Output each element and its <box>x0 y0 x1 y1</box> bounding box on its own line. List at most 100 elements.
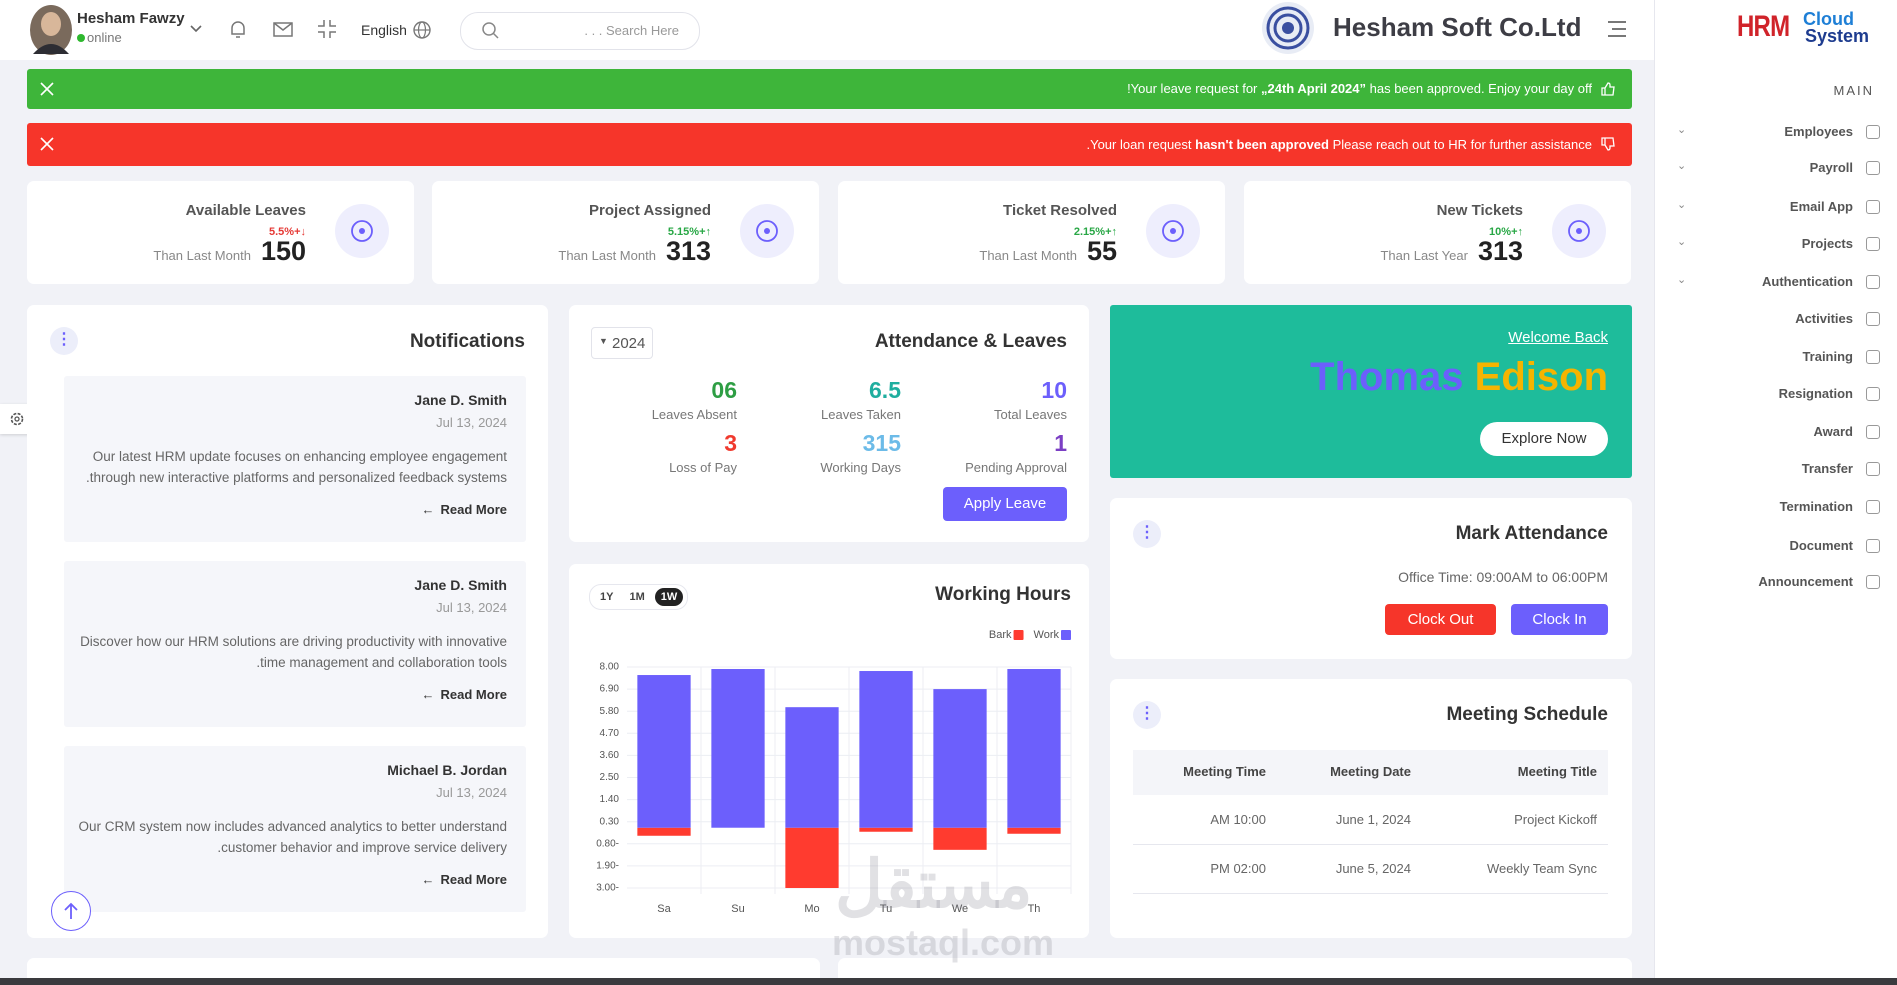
welcome-name: Thomas Edison <box>1310 355 1608 400</box>
sidebar-label: Activities <box>1795 311 1853 326</box>
attendance-label: Working Days <box>820 460 901 475</box>
card-menu[interactable]: ⋮ <box>1133 520 1161 548</box>
table-row-border <box>1133 893 1608 894</box>
bar <box>637 675 691 828</box>
card-title: Attendance & Leaves <box>874 331 1067 352</box>
apply-leave-button[interactable]: Apply Leave <box>943 487 1067 521</box>
range-option[interactable]: 1W <box>654 588 684 606</box>
watermark-arabic: مستقل <box>835 847 1033 921</box>
stat-title: New Tickets <box>1436 202 1523 219</box>
notifications-icon[interactable] <box>227 18 249 40</box>
range-option[interactable]: 1M <box>629 591 645 603</box>
table-cell: Project Kickoff <box>1514 812 1597 827</box>
sidebar-item[interactable]: Award <box>1655 421 1897 443</box>
sidebar-item[interactable]: Authentication ⌄ <box>1655 271 1897 293</box>
close-alert[interactable] <box>39 81 55 97</box>
read-more-text: Read More <box>440 502 507 517</box>
read-more[interactable]: ← Read More <box>422 502 507 517</box>
stat-title: Available Leaves <box>185 202 306 219</box>
sidebar-icon <box>1866 425 1880 439</box>
menu-toggle[interactable] <box>1606 19 1628 39</box>
stat-caption: Than Last Year <box>1380 248 1468 263</box>
sidebar-icon <box>1866 161 1880 175</box>
y-tick-label: 4.70 <box>600 728 620 739</box>
thumbs-up-icon <box>1601 82 1615 96</box>
close-alert[interactable] <box>39 136 55 152</box>
sidebar-item[interactable]: Resignation <box>1655 383 1897 405</box>
bar <box>859 671 913 828</box>
user-status: online <box>87 30 122 45</box>
language[interactable]: English <box>361 22 407 38</box>
bar <box>933 689 987 828</box>
alert-text-part: !Your leave request for <box>1127 81 1261 96</box>
office-time: Office Time: 09:00AM to 06:00PM <box>1398 569 1608 585</box>
sidebar-label: Projects <box>1801 236 1853 251</box>
notification-text: Discover how our HRM solutions are drivi… <box>80 634 507 670</box>
chart-title: Working Hours <box>935 584 1071 605</box>
table-header <box>1133 750 1608 795</box>
read-more[interactable]: ← Read More <box>422 872 507 887</box>
sidebar-label: Transfer <box>1801 461 1853 476</box>
read-more[interactable]: ← Read More <box>422 687 507 702</box>
card-menu[interactable]: ⋮ <box>50 327 78 355</box>
bar <box>785 707 839 828</box>
error-alert: .Your loan request hasn't been approved … <box>27 123 1632 166</box>
y-tick-label: 1.90- <box>596 861 619 872</box>
sidebar-icon <box>1866 539 1880 553</box>
x-tick-label: Tu <box>880 903 892 915</box>
year-select[interactable]: ▼ 2024 <box>591 327 653 359</box>
stat-icon <box>335 204 389 258</box>
sidebar-item[interactable]: Projects ⌄ <box>1655 233 1897 255</box>
card-menu[interactable]: ⋮ <box>1133 701 1161 729</box>
select-caret: ▼ <box>599 336 608 346</box>
x-tick-label: We <box>952 903 968 915</box>
sidebar-item[interactable]: Payroll ⌄ <box>1655 157 1897 179</box>
sidebar-icon <box>1866 387 1880 401</box>
y-tick-label: 8.00 <box>600 662 620 673</box>
clock-in-button[interactable]: Clock In <box>1511 604 1608 635</box>
sidebar-item[interactable]: Transfer <box>1655 458 1897 480</box>
fullscreen-icon[interactable] <box>316 18 338 40</box>
sidebar-item[interactable]: Email App ⌄ <box>1655 196 1897 218</box>
sidebar-item[interactable]: Announcement <box>1655 571 1897 593</box>
sidebar-label: Employees <box>1784 124 1853 139</box>
sidebar-label: Payroll <box>1809 160 1853 175</box>
alert-emphasis: hasn't been approved <box>1195 137 1329 152</box>
sidebar-item[interactable]: Training <box>1655 346 1897 368</box>
stat-change: 5.15%+↑ <box>667 226 711 238</box>
welcome-greeting: Welcome Back <box>1508 329 1608 346</box>
search-box[interactable]: . . . Search Here <box>460 12 700 50</box>
attendance-label: Loss of Pay <box>669 460 737 475</box>
attendance-value: 3 <box>724 430 737 456</box>
globe-icon[interactable] <box>412 20 432 40</box>
sidebar-label: Document <box>1789 538 1853 553</box>
explore-button[interactable]: Explore Now <box>1480 422 1608 456</box>
scroll-top-button[interactable] <box>51 891 91 931</box>
stat-change: 5.5%+↓ <box>269 226 306 238</box>
x-tick-label: Th <box>1028 903 1041 915</box>
attendance-value: 6.5 <box>869 377 901 403</box>
sidebar-icon <box>1866 312 1880 326</box>
user-menu-chevron[interactable] <box>190 24 202 34</box>
clock-out-button[interactable]: Clock Out <box>1385 604 1496 635</box>
range-option[interactable]: 1Y <box>600 591 614 603</box>
alert-text: .Your loan request hasn't been approved … <box>1086 137 1592 152</box>
success-alert: !Your leave request for „24th April 2024… <box>27 69 1632 109</box>
alert-text-part: .Your loan request <box>1086 137 1196 152</box>
last-name: Edison <box>1474 355 1608 399</box>
settings-icon <box>10 412 24 426</box>
avatar[interactable] <box>28 4 74 56</box>
sidebar-item[interactable]: Activities <box>1655 308 1897 330</box>
y-tick-label: 6.90 <box>600 684 620 695</box>
sidebar-item[interactable]: Employees ⌄ <box>1655 121 1897 143</box>
welcome-card: Welcome Back Thomas Edison Explore Now <box>1110 305 1632 478</box>
sidebar-label: Email App <box>1789 199 1853 214</box>
mail-icon[interactable] <box>272 18 294 40</box>
search-placeholder: . . . Search Here <box>584 23 679 38</box>
table-cell: PM 02:00 <box>1210 861 1266 876</box>
sidebar-item[interactable]: Termination <box>1655 496 1897 518</box>
sidebar-item[interactable]: Document <box>1655 535 1897 557</box>
notification-date: Jul 13, 2024 <box>436 415 507 430</box>
sidebar-label: Termination <box>1779 499 1853 514</box>
y-tick-label: 3.00- <box>596 883 619 894</box>
